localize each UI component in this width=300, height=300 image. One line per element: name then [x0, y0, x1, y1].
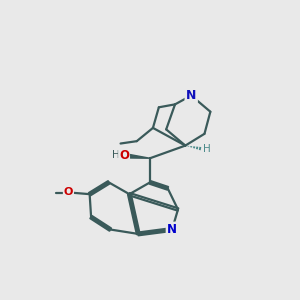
Text: N: N	[186, 89, 196, 102]
Text: O: O	[64, 187, 73, 197]
Text: H: H	[203, 143, 210, 154]
Text: H: H	[112, 150, 119, 160]
Polygon shape	[126, 154, 150, 158]
Text: N: N	[167, 223, 177, 236]
Text: O: O	[119, 149, 129, 162]
